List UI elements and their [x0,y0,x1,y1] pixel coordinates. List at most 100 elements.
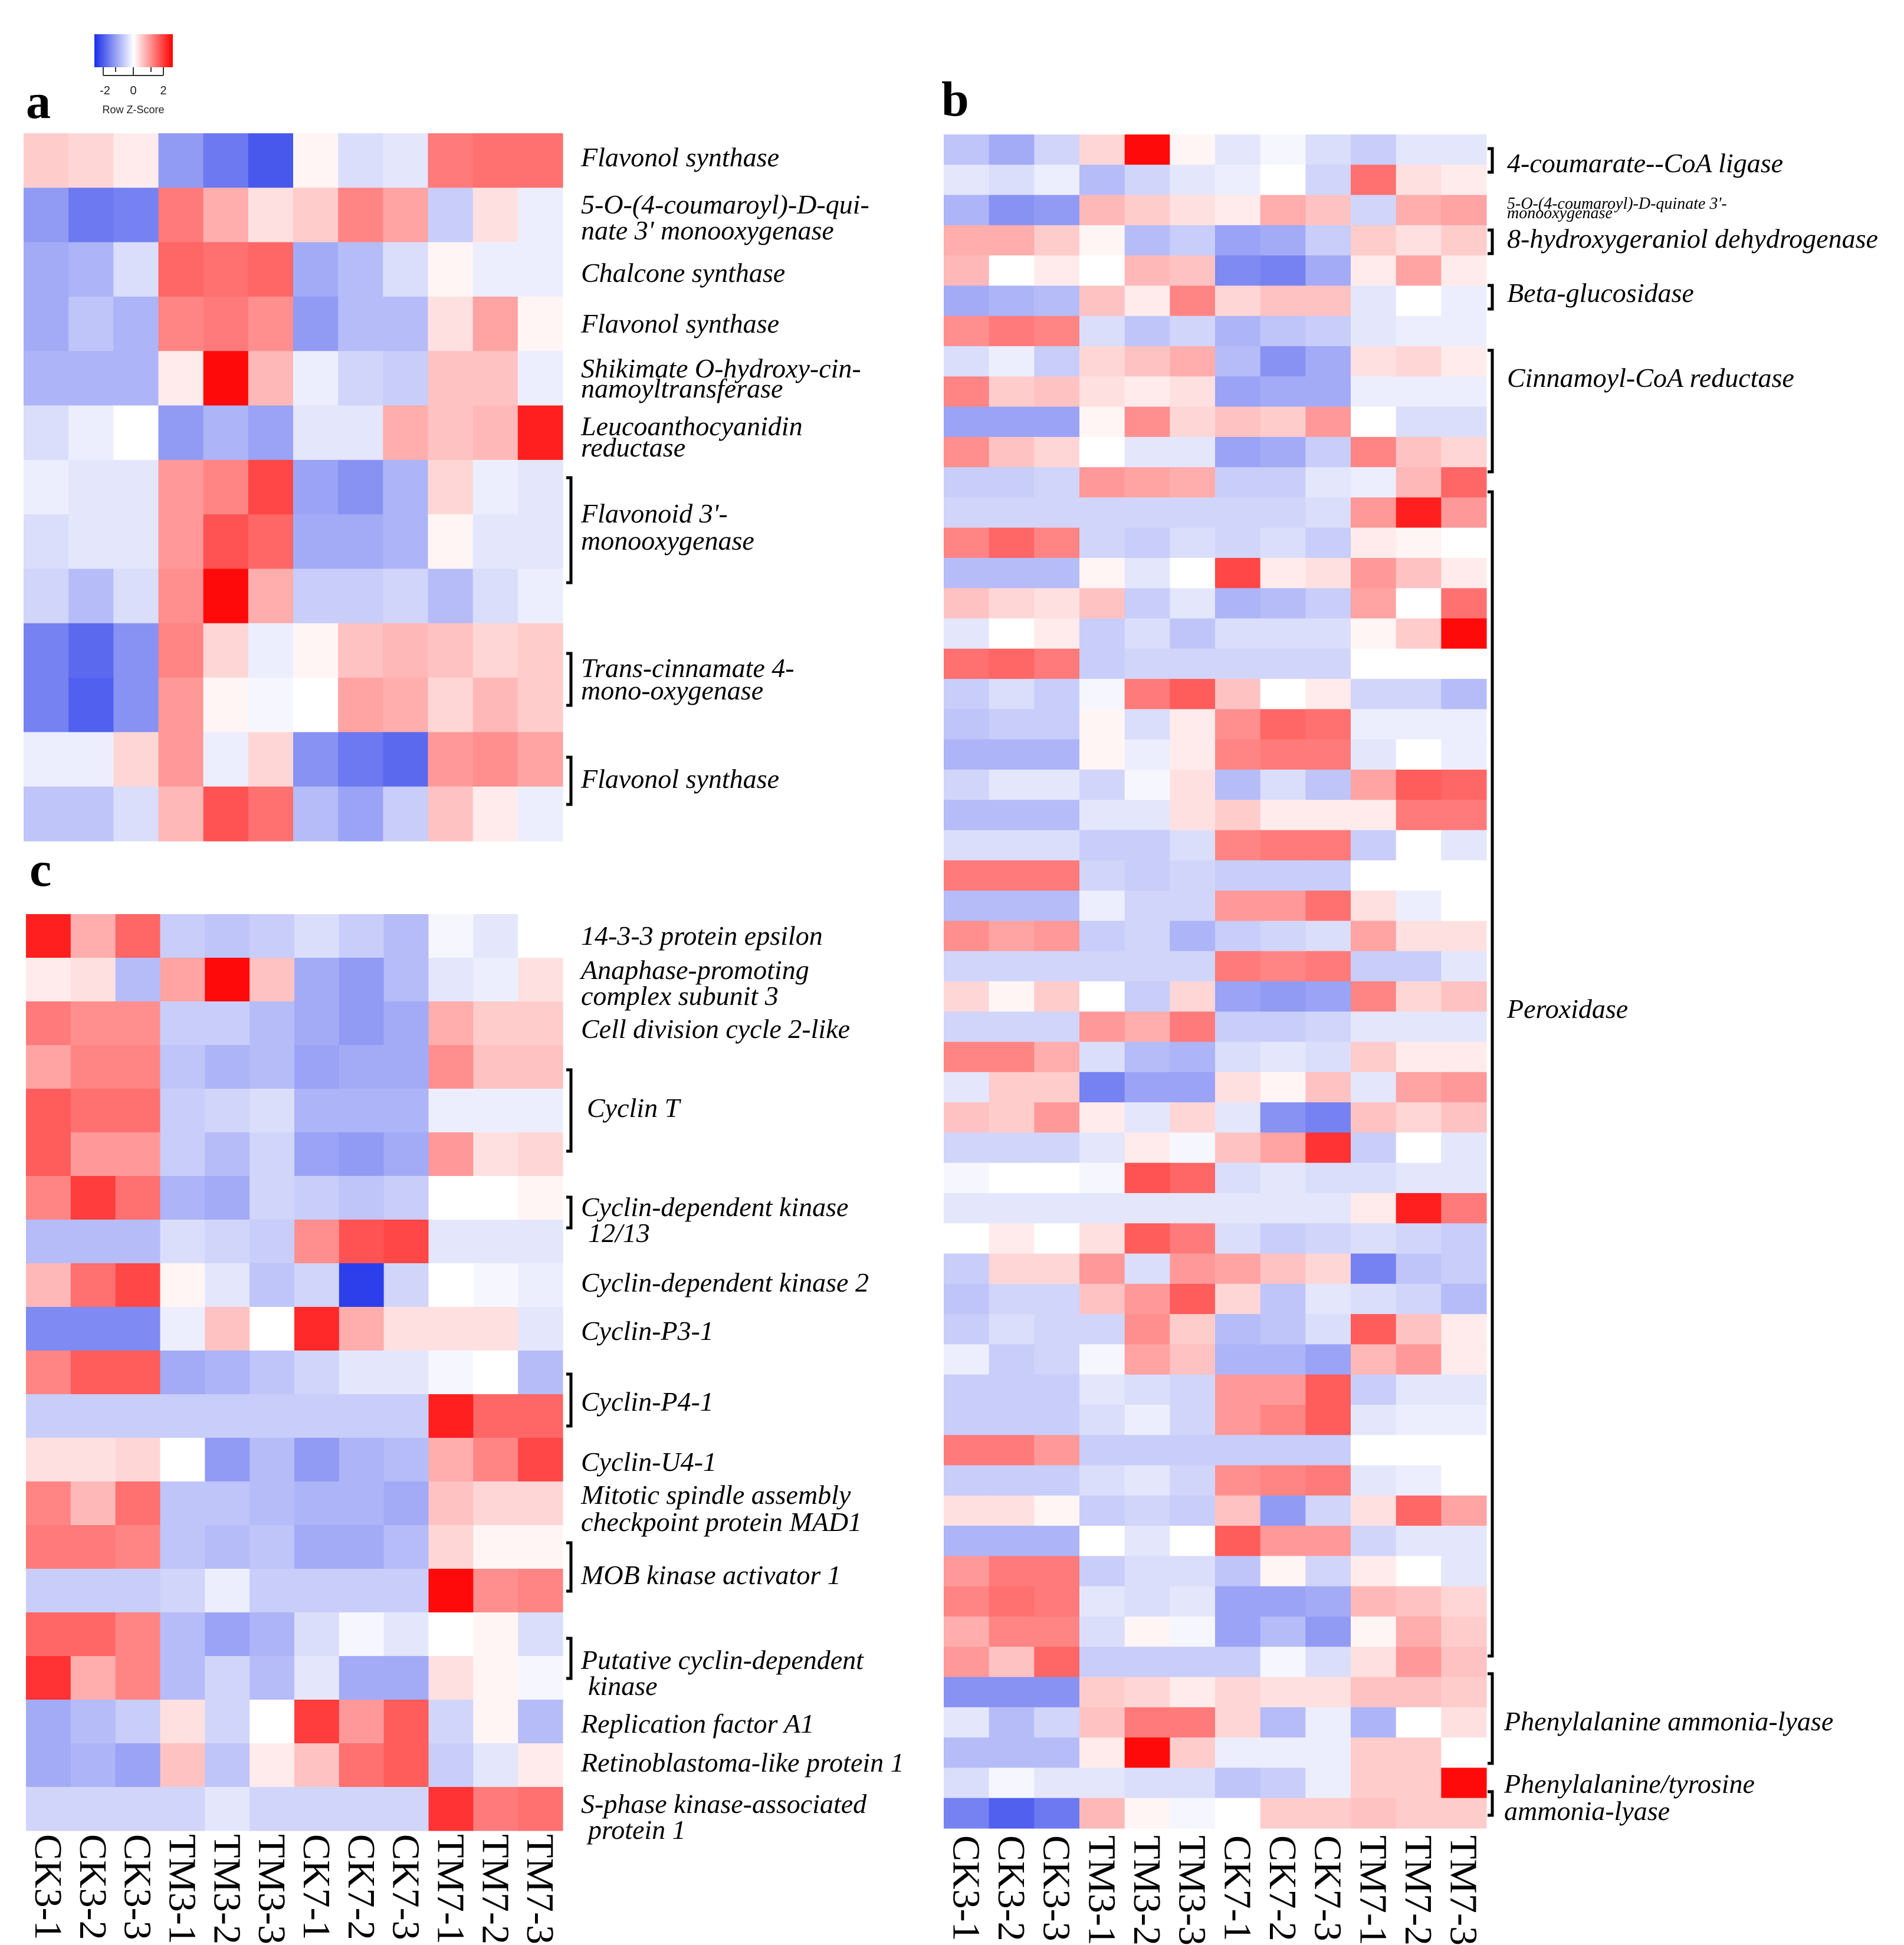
heatmap-cell [1034,225,1080,256]
heatmap-cell [383,1132,429,1177]
row-label: Putative cyclin-dependent [580,1645,864,1675]
heatmap-cell [203,188,249,243]
heatmap-cell [1396,981,1442,1012]
heatmap-cell [1305,1556,1351,1587]
heatmap-cell [1170,1586,1216,1617]
heatmap-cell [1441,165,1487,196]
heatmap-cell [1305,618,1351,649]
heatmap-cell [1260,981,1306,1012]
heatmap-cell [26,1132,71,1177]
heatmap-cell [1215,951,1261,982]
heatmap-cell [1124,618,1170,649]
heatmap-cell [383,351,429,406]
heatmap-cell [944,1132,990,1164]
heatmap-cell [518,1176,563,1220]
heatmap-cell [24,459,69,515]
heatmap-cell [1351,921,1397,952]
brackets-c [566,1068,573,1680]
heatmap-cell [944,376,990,408]
heatmap-cell [944,1253,990,1284]
heatmap-cell [428,1787,474,1831]
heatmap-cell [205,1438,250,1482]
heatmap-cell [1215,225,1261,256]
heatmap-cell [339,1743,385,1788]
heatmap-cell [205,1263,250,1307]
heatmap-cell [113,569,159,624]
heatmap-cell [70,958,116,1002]
heatmap-cell [1215,648,1261,679]
heatmap-cell [1170,800,1216,831]
heatmap-cell [1079,1102,1125,1134]
row-label: Chalcone synthase [581,258,785,288]
heatmap-cell [1170,648,1216,679]
heatmap-cell [1215,134,1261,165]
heatmap-cell [428,1089,474,1133]
heatmap-cell [1396,285,1442,317]
heatmap-cell [203,133,249,188]
heatmap-cell [1441,1042,1487,1073]
heatmap-cell [1124,467,1170,498]
heatmap-cell [338,296,383,351]
heatmap-cell [1124,1314,1170,1345]
heatmap-cell [1034,951,1080,982]
heatmap-cell [250,1220,295,1264]
heatmap-cell [70,1481,116,1526]
heatmap-cell [1351,618,1397,649]
heatmap-cell [1260,1374,1306,1405]
heatmap-cell [1124,1617,1170,1647]
heatmap-cell [1351,1344,1397,1375]
heatmap-cell [1215,1314,1261,1345]
heatmap-cell [1305,1798,1351,1829]
heatmap-cell [1034,1314,1080,1345]
heatmap-cell [518,1481,563,1526]
heatmap-cell [383,1176,429,1220]
heatmap-cell [1034,709,1080,740]
heatmap-cell [1260,1072,1306,1103]
heatmap-cell [1079,709,1125,740]
heatmap-cell [1034,1647,1080,1678]
heatmap-cell [1124,588,1170,619]
heatmap-cell [1215,709,1261,740]
heatmap-cell [113,786,159,842]
heatmap-cell [1260,1617,1306,1647]
heatmap-cell [1170,1647,1216,1678]
row-label: 12/13 [588,1218,650,1248]
heatmap-cell [1441,1162,1487,1194]
heatmap-cell [1170,1677,1216,1708]
row-label: checkpoint protein MAD1 [581,1507,862,1537]
heatmap-cell [1260,1042,1306,1073]
heatmap-cell [1396,770,1442,800]
heatmap-cell [293,786,339,842]
heatmap-cell [1260,1798,1306,1829]
heatmap-cell [518,1787,563,1831]
heatmap-cell [1079,1617,1125,1647]
heatmap-cell [383,405,429,461]
heatmap-cell [1396,739,1442,770]
heatmap-cell [1396,436,1442,468]
heatmap-cell [1170,1707,1216,1738]
heatmap-cell [1079,921,1125,952]
heatmap-cell [1170,1798,1216,1829]
heatmap-cell [1079,406,1125,438]
heatmap-cell [1396,679,1442,710]
heatmap-cell [1124,1798,1170,1829]
heatmap-cell [1441,1495,1487,1526]
heatmap-cell [158,732,204,787]
heatmap-cell [1079,195,1125,226]
heatmap-cell [1305,860,1351,891]
heatmap-cell [989,739,1035,770]
heatmap-cell [428,1001,474,1046]
heatmap-cell [1215,679,1261,710]
heatmap-cell [1260,770,1306,800]
heatmap-cell [1396,860,1442,891]
heatmap-cell [1305,225,1351,256]
heatmap-cell [1079,285,1125,317]
heatmap-cell [113,623,159,678]
heatmap-cell [1170,1253,1216,1284]
heatmap-cell [989,770,1035,800]
heatmap-cell [989,497,1035,528]
heatmap-cell [1351,1223,1397,1254]
heatmap-cell [1305,1707,1351,1738]
heatmap-cell [944,981,990,1012]
heatmap-cell [1034,830,1080,861]
